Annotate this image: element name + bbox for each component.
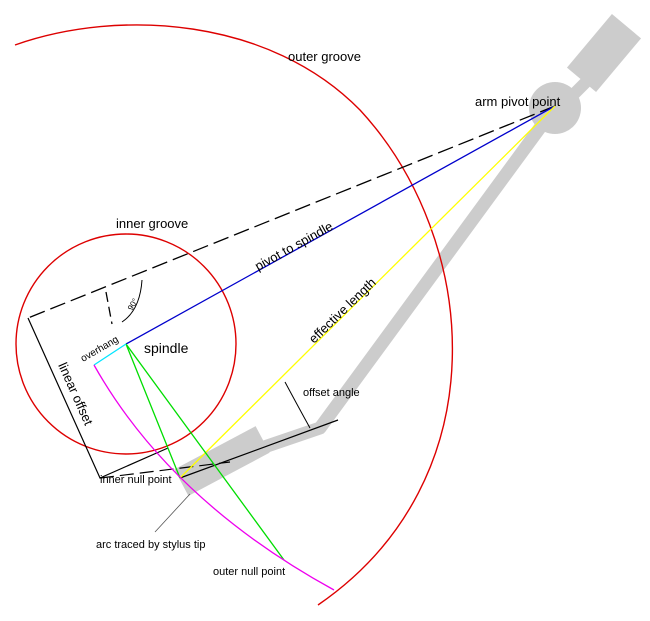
inner-groove-label: inner groove (116, 216, 188, 231)
spindle-label: spindle (144, 340, 189, 356)
inner-null-point-label: inner null point (100, 474, 172, 486)
outer-groove-label: outer groove (288, 49, 361, 64)
headshell (174, 426, 270, 496)
construction-lines (27, 105, 556, 533)
outer-null-point-label: outer null point (213, 566, 285, 578)
tonearm (174, 13, 642, 496)
right-angle-arc (121, 279, 143, 323)
overhang-label: overhang (79, 334, 121, 364)
pivot-to-spindle-label: pivot to spindle (252, 218, 335, 273)
linear-offset-label: linear offset (55, 360, 96, 428)
dashed-perpendicular (105, 291, 113, 325)
inner-groove-circle (15, 233, 237, 455)
stylus-arc-path (93, 364, 335, 591)
effective-length-label: effective length (306, 275, 379, 346)
effective-length-line (179, 105, 556, 479)
pivot-to-spindle-line (125, 105, 556, 345)
dashed-pivot-line (27, 105, 556, 319)
right-angle-label: 90° (126, 297, 140, 312)
offset-reference-line (179, 419, 339, 479)
offset-angle-label: offset angle (303, 387, 360, 399)
arc-traced-label: arc traced by stylus tip (96, 539, 205, 551)
cartridge-axis-line (99, 461, 231, 479)
counterweight (566, 13, 642, 93)
offset-angle-arc (284, 381, 311, 429)
arc-leader-line (154, 493, 191, 533)
arm-tube (229, 106, 559, 465)
arm-pivot-point-label: arm pivot point (475, 94, 561, 109)
overhang-line (93, 343, 127, 366)
outer-groove-circle (14, 24, 453, 606)
inner-null-line (125, 343, 181, 479)
outer-null-line (125, 343, 285, 561)
